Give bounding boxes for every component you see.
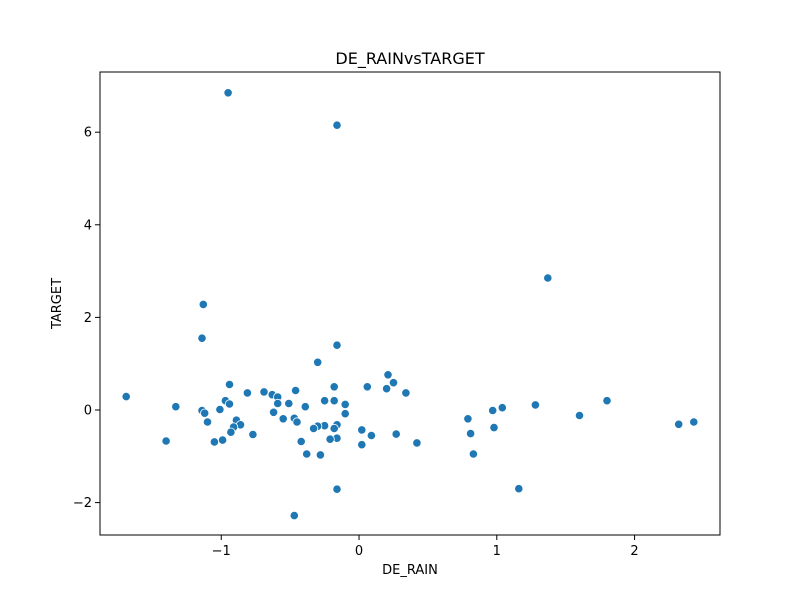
data-point-46	[674, 419, 684, 429]
data-point-41	[463, 414, 473, 424]
data-point-38	[574, 410, 585, 421]
data-point-23	[602, 396, 612, 406]
data-point-37	[340, 409, 350, 419]
x-tick-label: −1	[212, 544, 231, 559]
data-point-3	[198, 299, 208, 309]
data-point-12	[381, 384, 392, 394]
x-tick-label: 0	[355, 544, 363, 559]
data-point-58	[391, 429, 401, 439]
data-point-65	[296, 436, 306, 447]
y-tick-label: 4	[84, 218, 92, 233]
data-point-24	[273, 398, 283, 409]
data-point-29	[171, 402, 181, 412]
data-point-11	[362, 382, 372, 392]
data-point-67	[412, 438, 422, 448]
data-point-2	[543, 273, 553, 283]
data-point-71	[315, 450, 325, 460]
data-point-57	[465, 428, 476, 439]
data-point-27	[340, 399, 350, 409]
data-point-6	[313, 357, 323, 367]
data-point-63	[218, 435, 228, 445]
data-point-4	[197, 333, 207, 343]
data-point-5	[332, 340, 342, 350]
data-point-62	[325, 434, 335, 444]
data-point-1	[332, 120, 342, 130]
points-layer	[121, 88, 699, 521]
data-point-16	[401, 388, 411, 398]
y-tick-label: 2	[84, 311, 92, 326]
data-point-66	[209, 437, 219, 447]
y-axis-label: TARGET	[50, 278, 65, 330]
data-point-45	[689, 417, 699, 427]
x-tick-label: 2	[630, 544, 638, 559]
data-point-32	[215, 404, 225, 415]
data-point-59	[248, 429, 258, 440]
data-point-55	[357, 425, 367, 435]
data-point-74	[289, 510, 299, 521]
data-point-21	[319, 396, 330, 406]
data-point-60	[366, 430, 376, 441]
data-point-14	[259, 387, 269, 397]
data-point-18	[121, 391, 131, 402]
data-point-35	[268, 407, 279, 417]
data-point-30	[300, 402, 310, 412]
x-tick-label: 1	[493, 544, 501, 559]
data-point-70	[468, 449, 478, 459]
data-point-44	[292, 417, 302, 427]
data-point-31	[497, 403, 507, 413]
data-point-34	[488, 405, 498, 416]
data-point-13	[290, 385, 301, 396]
data-point-7	[383, 370, 393, 380]
data-point-9	[224, 379, 235, 390]
data-point-68	[357, 440, 367, 450]
data-point-25	[284, 398, 294, 409]
data-point-0	[223, 88, 233, 98]
data-point-8	[388, 378, 399, 388]
y-tick-label: −2	[73, 496, 92, 511]
data-point-52	[489, 422, 499, 433]
data-point-56	[226, 427, 236, 437]
data-point-73	[332, 484, 342, 494]
data-point-72	[514, 484, 524, 494]
data-point-43	[202, 417, 213, 427]
y-tick-label: 6	[84, 126, 92, 141]
data-point-22	[329, 396, 339, 406]
data-point-26	[224, 399, 235, 409]
data-point-15	[242, 388, 252, 398]
data-point-40	[278, 414, 288, 424]
x-axis-label: DE_RAIN	[382, 563, 438, 578]
plot-frame	[99, 71, 721, 536]
data-point-64	[161, 436, 171, 446]
y-axis: −2 0 2 4 6	[73, 126, 100, 511]
x-axis: −1 0 1 2	[212, 535, 639, 559]
data-point-54	[329, 423, 339, 434]
y-tick-label: 0	[84, 403, 92, 418]
data-point-36	[200, 408, 210, 418]
chart-title: DE_RAINvsTARGET	[335, 49, 484, 69]
data-point-53	[308, 423, 319, 434]
data-point-69	[302, 449, 312, 459]
data-point-28	[530, 400, 541, 410]
data-point-10	[329, 382, 339, 392]
